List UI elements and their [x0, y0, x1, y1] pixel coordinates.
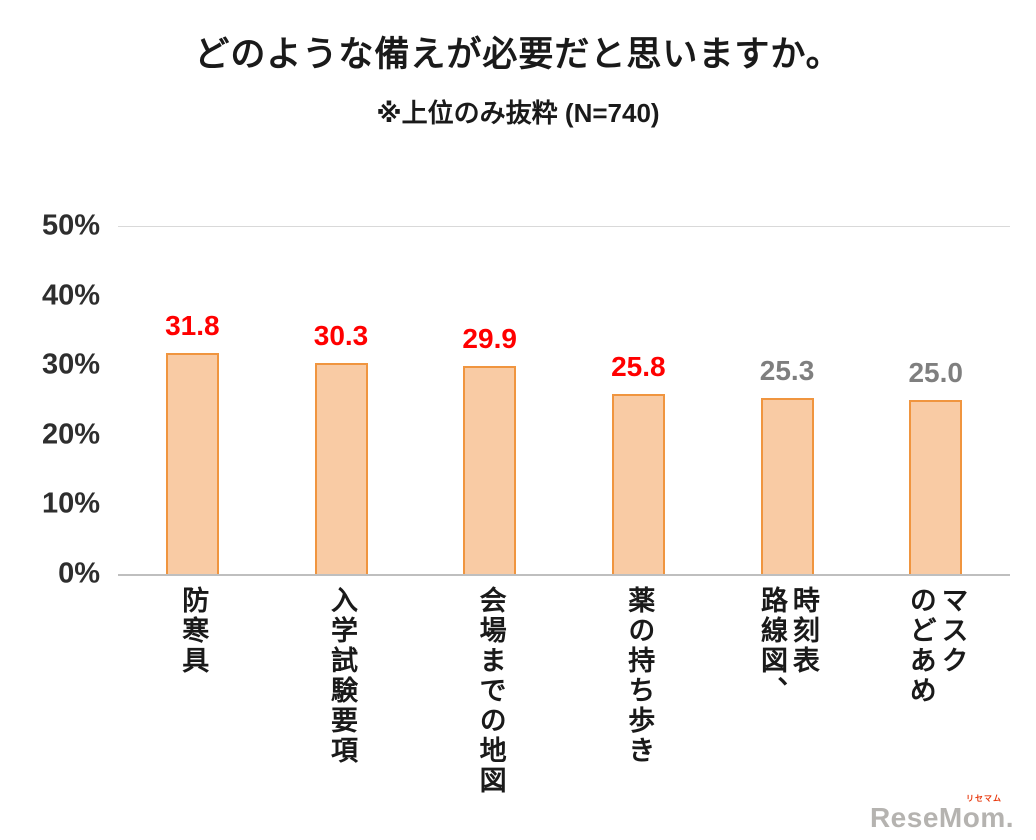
bar-value-label: 25.0	[908, 357, 963, 388]
y-axis-label: 0%	[58, 557, 100, 590]
category-label: 防寒具	[176, 586, 208, 676]
category-label-line: 時刻表	[788, 586, 819, 676]
resemom-logo-ruby: リセマム	[966, 794, 1002, 803]
category-label-cell: 入学試験要項	[267, 586, 416, 814]
bar	[611, 394, 665, 574]
category-label-cell: 防寒具	[118, 586, 267, 814]
bar-value-label: 31.8	[165, 309, 220, 341]
category-label-line: 路線図、	[757, 586, 788, 706]
category-label: 路線図、 時刻表	[755, 586, 819, 706]
bar	[760, 397, 814, 574]
bar-value-label: 25.3	[759, 354, 815, 386]
bar-column: 25.3	[713, 226, 862, 574]
y-axis-label: 40%	[41, 279, 100, 312]
category-label-line: 防寒具	[178, 586, 209, 676]
x-axis-labels: 防寒具 入学試験要項 会場までの地図 薬の持ち歩き 路線図、 時刻表 のどあめ マスク	[118, 586, 1010, 814]
bar-column: 31.8	[118, 226, 267, 574]
bar	[165, 352, 219, 574]
category-label-line: のどあめ	[905, 586, 936, 706]
category-label-cell: 薬の持ち歩き	[564, 586, 713, 814]
x-axis-line	[118, 574, 1010, 576]
y-axis-label: 30%	[41, 348, 100, 381]
y-axis: 50% 40% 30% 20% 10% 0%	[6, 210, 100, 590]
category-label-line: 薬の持ち歩き	[624, 586, 655, 766]
bar-value-label: 30.3	[313, 320, 369, 352]
bar	[314, 363, 368, 574]
category-label-cell: 会場までの地図	[415, 586, 564, 814]
bar-chart: 50% 40% 30% 20% 10% 0% 31.8 30.3 29.9 25.8 25.3 25…	[42, 210, 1010, 814]
bar-value-label: 29.9	[462, 322, 517, 354]
chart-title: どのような備えが必要だと思いますか。	[194, 35, 842, 74]
resemom-logo-text: ReseMom.	[869, 802, 1014, 833]
y-axis-label: 50%	[41, 209, 100, 242]
category-label-cell: 路線図、 時刻表	[713, 586, 862, 814]
plot-area: 31.8 30.3 29.9 25.8 25.3 25.0	[118, 226, 1010, 574]
category-label: のどあめ マスク	[904, 586, 968, 706]
category-label-line: 入学試験要項	[326, 586, 357, 766]
bar-column: 25.0	[861, 226, 1010, 574]
bar	[463, 365, 517, 574]
category-label-line: 会場までの地図	[475, 586, 506, 796]
bar-column: 29.9	[415, 226, 564, 574]
bar-column: 25.8	[564, 226, 713, 574]
category-label: 薬の持ち歩き	[622, 586, 654, 766]
y-axis-label: 20%	[41, 418, 100, 451]
gridline-50pct	[118, 226, 1010, 227]
category-label-cell: のどあめ マスク	[861, 586, 1010, 814]
bar	[909, 400, 963, 574]
category-label: 会場までの地図	[474, 586, 506, 796]
category-label: 入学試験要項	[325, 586, 357, 766]
category-label-line: マスク	[937, 586, 968, 676]
y-axis-label: 10%	[41, 487, 100, 520]
bar-value-label: 25.8	[611, 351, 666, 383]
chart-subtitle: ※上位のみ抜粋 (N=740)	[376, 98, 660, 128]
bar-column: 30.3	[267, 226, 416, 574]
